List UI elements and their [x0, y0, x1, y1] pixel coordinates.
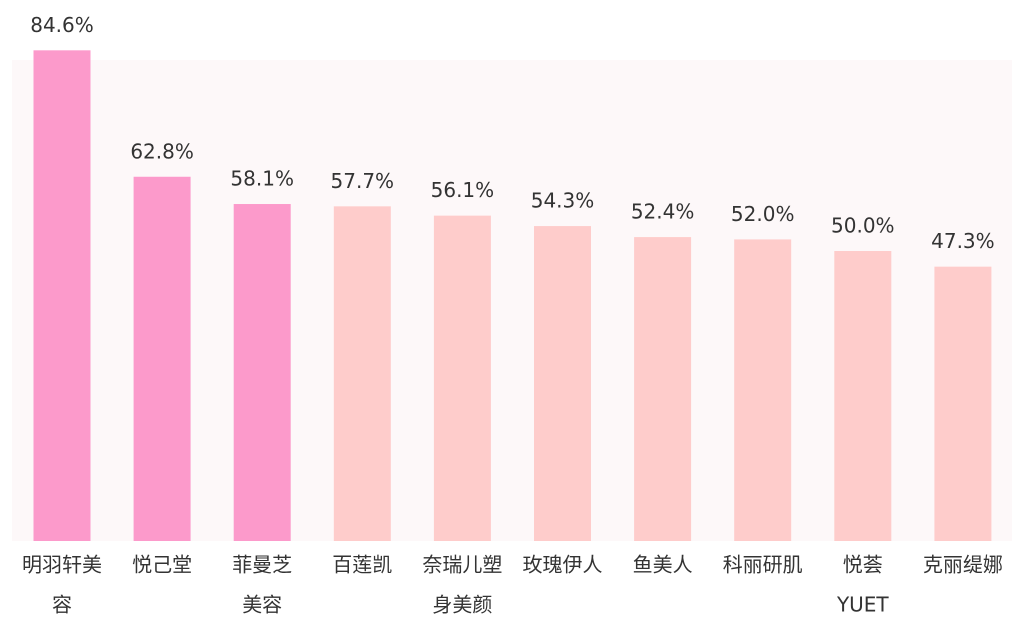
value-label: 58.1%: [230, 167, 294, 191]
category-label: 玫瑰伊人: [523, 553, 603, 577]
bar: [133, 176, 191, 541]
category-label: 身美颜: [432, 593, 492, 617]
category-label: YUET: [836, 593, 889, 617]
bar: [333, 206, 391, 541]
bar: [433, 215, 491, 541]
value-label: 57.7%: [331, 169, 395, 193]
value-label: 54.3%: [531, 189, 595, 213]
value-label: 52.0%: [731, 202, 795, 226]
value-label: 56.1%: [431, 178, 495, 202]
category-label: 奈瑞儿塑: [422, 553, 502, 577]
bar: [233, 204, 291, 541]
value-label: 84.6%: [30, 13, 94, 37]
bar: [934, 266, 992, 541]
bar: [834, 251, 892, 541]
bar: [33, 50, 91, 541]
category-label: 百莲凯: [332, 553, 392, 577]
bar: [634, 237, 692, 541]
bar: [734, 239, 792, 541]
category-label: 鱼美人: [633, 553, 693, 577]
bar: [534, 226, 591, 541]
value-label: 50.0%: [831, 214, 895, 238]
category-label: 悦己堂: [132, 553, 192, 577]
value-label: 47.3%: [931, 229, 995, 253]
category-label: 悦荟: [843, 553, 883, 577]
category-label: 科丽研肌: [723, 553, 803, 577]
category-label: 美容: [242, 593, 282, 617]
category-label: 明羽轩美: [22, 553, 102, 577]
category-label: 克丽缇娜: [923, 553, 1003, 577]
value-label: 62.8%: [130, 139, 194, 163]
category-label: 容: [52, 593, 72, 617]
category-label: 菲曼芝: [232, 553, 292, 577]
value-label: 52.4%: [631, 200, 695, 224]
